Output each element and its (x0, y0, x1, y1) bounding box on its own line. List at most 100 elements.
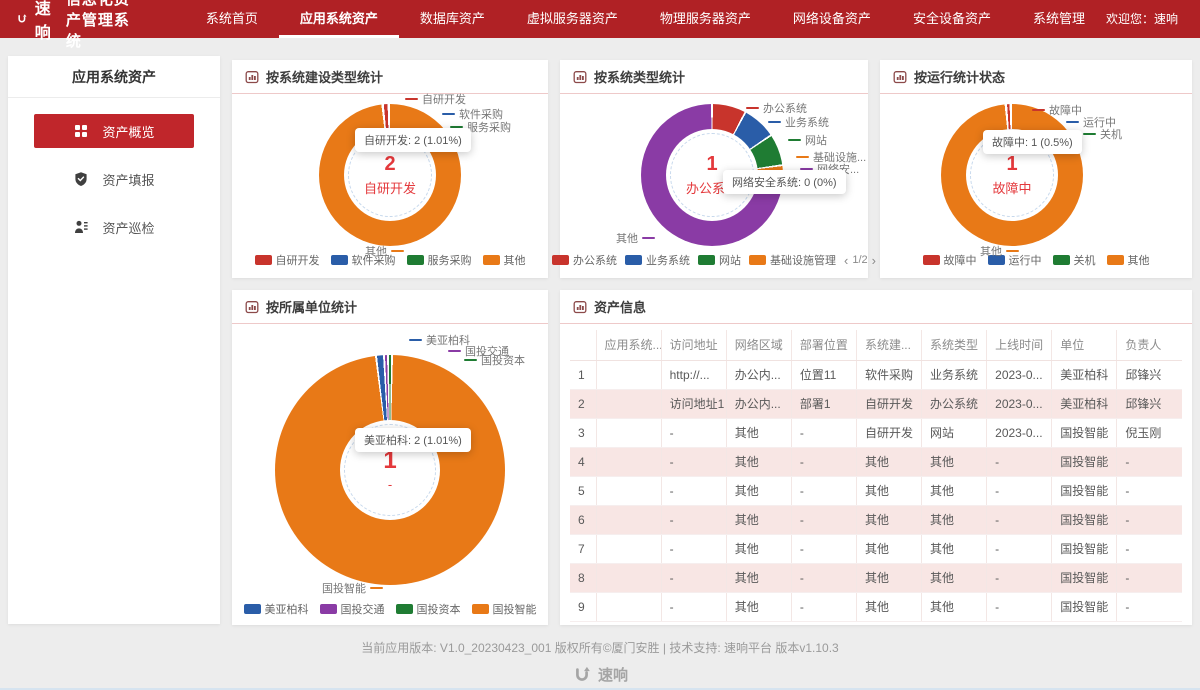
legend-swatch (698, 255, 716, 265)
chart-board-icon (245, 300, 259, 313)
table-cell: 其他 (726, 418, 792, 448)
legend-item[interactable]: 办公系统 (552, 252, 617, 268)
table-cell (596, 360, 662, 390)
table-cell: 其他 (856, 563, 923, 593)
legend-item[interactable]: 国投资本 (395, 601, 461, 617)
chart-legend: 自研开发 软件采购 服务采购 其他 (232, 252, 548, 268)
table-cell: 访问地址1 (661, 389, 727, 419)
page-footer: 当前应用版本: V1.0_20230423_001 版权所有©厦门安胜 | 技术… (0, 632, 1200, 688)
legend-next-button[interactable]: › (871, 252, 876, 268)
sidebar-item-asset-overview[interactable]: 资产概览 (34, 114, 194, 148)
nav-item-physical-server-assets[interactable]: 物理服务器资产 (659, 11, 751, 26)
donut-center-value: 1 (383, 446, 397, 474)
sidebar-item-asset-inspection[interactable]: 资产巡检 (34, 210, 194, 244)
nav-item-security-device-assets[interactable]: 安全设备资产 (912, 11, 991, 26)
panel-asset-info-table: 资产信息 应用系统... 访问地址 网络区域 部署位置 系统建.. (560, 290, 1192, 625)
table-cell: 其他 (856, 476, 923, 506)
nav-item-virtual-server-assets[interactable]: 虚拟服务器资产 (526, 11, 618, 26)
legend-item[interactable]: 关机 (1052, 252, 1096, 268)
table-cell: 其他 (921, 447, 988, 477)
table-cell: 办公系统 (921, 389, 988, 419)
legend-pager: ‹ 1/2 › (844, 254, 876, 267)
table-cell (596, 447, 662, 477)
panel-unit-chart: 按所属单位统计 1 - 美亚柏科 国投交通 国投资本 国投智能 美亚柏科: 2 … (232, 290, 548, 625)
legend-item[interactable]: 运行中 (987, 252, 1042, 268)
row-index-cell: 2 (570, 389, 597, 419)
panel-header: 按所属单位统计 (232, 290, 548, 324)
table-cell: - (791, 418, 857, 448)
legend-swatch (987, 255, 1005, 265)
legend-item[interactable]: 软件采购 (330, 252, 396, 268)
chart-board-icon (245, 70, 259, 83)
table-row[interactable]: 9- 其他 - 其他 其他 - 国投智能 - (570, 592, 1182, 622)
table-row[interactable]: 3- 其他 - 自研开发 网站 2023-0... 国投智能 倪玉刚 (570, 418, 1182, 448)
panel-header: 按运行统计状态 (880, 60, 1192, 94)
app-header: 速响 信息化资产管理系统 系统首页 应用系统资产 数据库资产 虚拟服务器资产 物… (0, 0, 1200, 50)
table-cell: - (661, 447, 727, 477)
donut-chart[interactable]: 1 故障中 (941, 104, 1083, 246)
table-row[interactable]: 4- 其他 - 其他 其他 - 国投智能 - (570, 447, 1182, 477)
table-row[interactable]: 8- 其他 - 其他 其他 - 国投智能 - (570, 563, 1182, 593)
table-cell (596, 563, 662, 593)
chart-callout: 美亚柏科 (409, 332, 470, 348)
nav-item-app-assets[interactable]: 应用系统资产 (279, 0, 399, 38)
footer-logo-text: 速响 (597, 667, 628, 684)
welcome-user: 欢迎您：速响 (1106, 0, 1200, 38)
table-row[interactable]: 1 http://... 办公内... 位置11 软件采购 业务系统 2023-0... 美亚… (570, 360, 1182, 390)
nav-item-system-home[interactable]: 系统首页 (205, 11, 258, 26)
table-cell: 其他 (726, 505, 792, 535)
column-header: 单位 (1051, 330, 1118, 361)
username[interactable]: 速响 (1153, 12, 1178, 26)
legend-item[interactable]: 自研开发 (254, 252, 320, 268)
legend-item[interactable]: 国投智能 (471, 601, 537, 617)
table-row[interactable]: 5- 其他 - 其他 其他 - 国投智能 - (570, 476, 1182, 506)
donut-chart[interactable]: 2 自研开发 (319, 104, 461, 246)
chart-callout: 运行中 (1066, 114, 1116, 130)
nav-item-database-assets[interactable]: 数据库资产 (419, 11, 485, 26)
table-cell: - (1116, 447, 1182, 477)
legend-swatch (922, 255, 940, 265)
table-cell: - (791, 592, 857, 622)
table-cell: 国投智能 (1051, 563, 1118, 593)
legend-item[interactable]: 其他 (482, 252, 526, 268)
nav-item-network-device-assets[interactable]: 网络设备资产 (792, 11, 871, 26)
table-cell: 国投智能 (1051, 592, 1118, 622)
legend-item[interactable]: 美亚柏科 (243, 601, 309, 617)
row-index-cell: 9 (570, 592, 597, 622)
nav-item-system-management[interactable]: 系统管理 (1032, 11, 1085, 26)
legend-item[interactable]: 国投交通 (319, 601, 385, 617)
table-cell: - (661, 563, 727, 593)
table-cell (596, 534, 662, 564)
table-cell (596, 592, 662, 622)
row-index-cell: 1 (570, 360, 597, 390)
table-cell: 美亚柏科 (1051, 389, 1118, 419)
table-cell: - (986, 592, 1053, 622)
legend-item[interactable]: 网站 (698, 252, 741, 268)
table-row[interactable]: 2 访问地址1 办公内... 部署1 自研开发 办公系统 2023-0... 美亚柏科 邱锋兴 (570, 389, 1182, 419)
legend-item[interactable]: 基础设施管理 (749, 252, 836, 268)
panel-run-status-chart: 按运行统计状态 1 故障中 故障中 运行中 关机 其他 故障中: 1 (0.5%… (880, 60, 1192, 278)
legend-item[interactable]: 故障中 (922, 252, 977, 268)
sidebar-menu: 资产概览 资产填报 (8, 98, 220, 244)
donut-chart[interactable]: 1 - (275, 355, 505, 585)
legend-swatch (1106, 255, 1124, 265)
chart-callout: 业务系统 (768, 114, 829, 130)
legend-item[interactable]: 其他 (1106, 252, 1150, 268)
legend-item[interactable]: 服务采购 (406, 252, 472, 268)
legend-item[interactable]: 业务系统 (625, 252, 690, 268)
panel-title: 按系统类型统计 (594, 70, 686, 85)
legend-prev-button[interactable]: ‹ (844, 252, 849, 268)
sidebar-item-asset-report[interactable]: 资产填报 (34, 162, 194, 196)
table-cell: 其他 (726, 534, 792, 564)
legend-swatch (243, 604, 261, 614)
table-cell: 其他 (856, 447, 923, 477)
table-row[interactable]: 6- 其他 - 其他 其他 - 国投智能 - (570, 505, 1182, 535)
chart-callout: 国投交通 (448, 343, 509, 359)
footer-brand: 速响 (0, 664, 1200, 685)
column-header: 系统建... (856, 330, 923, 361)
chart-callout: 网站 (788, 132, 827, 148)
chart-callout: 自研开发 (405, 91, 466, 107)
table-cell: 邱锋兴 (1116, 360, 1182, 390)
table-row[interactable]: 7- 其他 - 其他 其他 - 国投智能 - (570, 534, 1182, 564)
